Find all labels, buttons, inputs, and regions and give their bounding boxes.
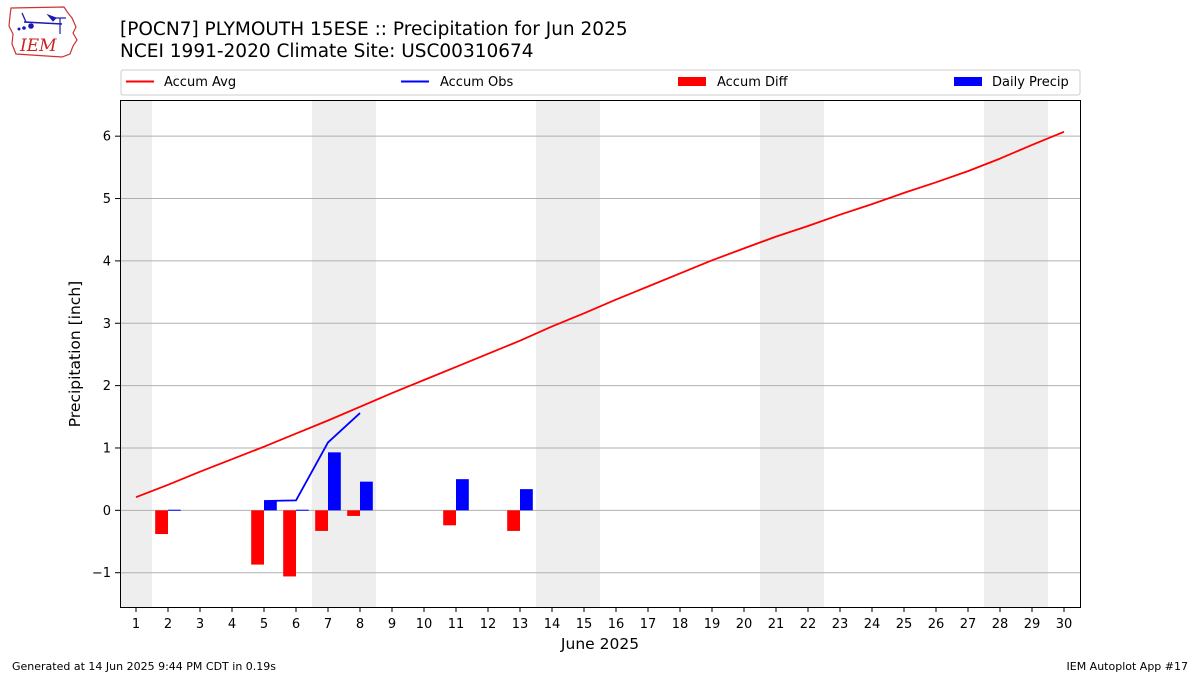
chart-title: [POCN7] PLYMOUTH 15ESE :: Precipitation … [120, 19, 628, 40]
weekend-band-day-22 [792, 100, 824, 607]
x-tick-label-18: 18 [672, 617, 689, 632]
x-tick-label-15: 15 [576, 617, 593, 632]
plot-frame [120, 100, 1081, 608]
y-gridlines [120, 135, 1080, 574]
legend-daily-precip-label: Daily Precip [992, 75, 1069, 90]
x-tick-label-22: 22 [800, 617, 817, 632]
daily-precip-bar-day-11 [456, 479, 469, 511]
weekend-band-day-28 [984, 100, 1016, 607]
x-tick-label-7: 7 [324, 617, 332, 632]
x-tick-label-2: 2 [164, 617, 172, 632]
weekend-band-day-7 [312, 100, 344, 607]
y-tick-label-3: 3 [103, 317, 111, 332]
x-tick-label-10: 10 [416, 617, 433, 632]
weekend-band-day-15 [568, 100, 600, 607]
legend-accum-obs-label: Accum Obs [440, 75, 513, 90]
x-tick-label-20: 20 [736, 617, 753, 632]
accum-diff-bar-day-6 [283, 510, 296, 577]
footer-generated-text: Generated at 14 Jun 2025 9:44 PM CDT in … [12, 660, 276, 673]
daily-precip-bar-day-6 [296, 509, 309, 511]
x-tick-label-30: 30 [1056, 617, 1073, 632]
legend-accum-diff-swatch [678, 77, 706, 86]
x-tick-label-19: 19 [704, 617, 721, 632]
x-tick-label-5: 5 [260, 617, 268, 632]
x-tick-label-6: 6 [292, 617, 300, 632]
x-tick-label-9: 9 [388, 617, 396, 632]
y-tick-label-6: 6 [103, 130, 111, 145]
x-tick-label-24: 24 [864, 617, 881, 632]
daily-precip-bar-day-5 [264, 500, 277, 511]
x-tick-label-11: 11 [448, 617, 465, 632]
weekend-band-day-8 [344, 100, 376, 607]
lines [135, 130, 1065, 502]
x-tick-label-29: 29 [1024, 617, 1041, 632]
legend-daily-precip-swatch [954, 77, 982, 86]
logo-text: IEM [19, 36, 57, 56]
daily-precip-bar-day-7 [328, 452, 341, 511]
weekend-band-day-29 [1016, 100, 1048, 607]
y-tick-label-4: 4 [103, 254, 111, 269]
x-tick-label-3: 3 [196, 617, 204, 632]
accum-obs-line [263, 412, 361, 502]
legend-box [120, 69, 1081, 96]
footer-app-text: IEM Autoplot App #17 [1067, 660, 1189, 673]
y-tick-label--1: −1 [92, 566, 111, 581]
x-tick-label-27: 27 [960, 617, 977, 632]
y-axis: −1 0 1 2 3 4 5 6 [92, 130, 120, 581]
accum-diff-bar-day-8 [347, 510, 360, 516]
x-tick-label-4: 4 [228, 617, 236, 632]
y-tick-label-0: 0 [103, 504, 111, 519]
y-tick-label-5: 5 [103, 192, 111, 207]
accum-avg-line [135, 130, 1065, 499]
y-tick-label-1: 1 [103, 441, 111, 456]
x-tick-label-8: 8 [356, 617, 364, 632]
x-tick-label-14: 14 [544, 617, 561, 632]
daily-precip-bar-day-8 [360, 481, 373, 511]
y-axis-label: Precipitation [inch] [66, 281, 84, 427]
x-tick-label-16: 16 [608, 617, 625, 632]
x-tick-label-1: 1 [132, 617, 140, 632]
accum-diff-bar-day-13 [507, 510, 520, 531]
x-tick-label-26: 26 [928, 617, 945, 632]
daily-precip-bar-day-2 [168, 509, 181, 511]
x-tick-label-17: 17 [640, 617, 657, 632]
accum-diff-bar-day-11 [443, 510, 456, 526]
legend-accum-avg-label: Accum Avg [164, 75, 236, 90]
chart-subtitle: NCEI 1991-2020 Climate Site: USC00310674 [120, 41, 534, 62]
accum-diff-bar-day-7 [315, 510, 328, 531]
x-axis-label: June 2025 [560, 635, 639, 653]
x-tick-label-13: 13 [512, 617, 529, 632]
y-tick-label-2: 2 [103, 379, 111, 394]
accum-diff-bar-day-5 [251, 510, 264, 565]
accum-diff-bar-day-2 [155, 510, 168, 535]
daily-precip-bar-day-13 [520, 489, 533, 511]
weekend-band-day-21 [760, 100, 792, 607]
weekend-band-day-14 [536, 100, 568, 607]
x-tick-label-23: 23 [832, 617, 849, 632]
weekend-band-day-1 [120, 100, 152, 607]
x-tick-label-21: 21 [768, 617, 785, 632]
x-tick-label-12: 12 [480, 617, 497, 632]
x-tick-label-25: 25 [896, 617, 913, 632]
legend-accum-diff-label: Accum Diff [717, 75, 789, 90]
bars [155, 452, 533, 577]
weather-station-icon [17, 12, 66, 34]
x-tick-label-28: 28 [992, 617, 1009, 632]
iem-logo: IEM [8, 6, 78, 58]
legend: Accum Avg Accum Obs Accum Diff Daily Pre… [120, 69, 1081, 96]
x-axis: 1 2 3 4 5 6 7 8 9 10 11 12 13 14 15 16 17 18 19 20 21 22 23 24 2… [132, 607, 1072, 632]
weekend-bands [120, 100, 1048, 607]
